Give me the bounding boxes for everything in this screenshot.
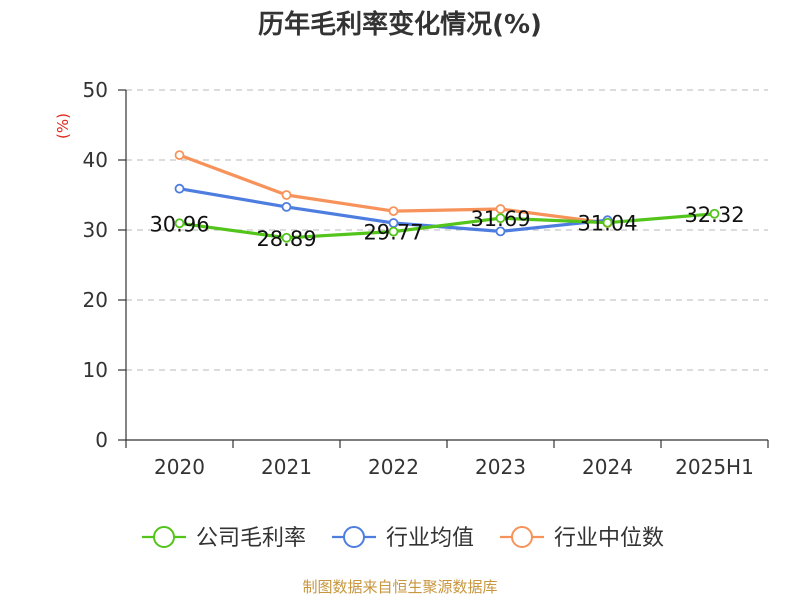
data-point (174, 183, 185, 194)
legend-item[interactable]: 行业均值 (332, 526, 474, 551)
x-tick-label: 2023 (475, 455, 526, 479)
data-point (281, 190, 292, 200)
series-lines (174, 150, 720, 243)
source-note: 制图数据来自恒生聚源数据库 (302, 578, 497, 596)
data-point (388, 226, 399, 237)
data-point (388, 206, 399, 217)
legend-label: 公司毛利率 (196, 526, 306, 551)
legend-swatch-marker (153, 526, 175, 548)
data-labels: 30.96 28.89 29.77 31.69 31.04 32.32 (149, 203, 744, 251)
y-tick-label: 50 (83, 78, 108, 102)
legend-swatch-marker (511, 526, 533, 548)
x-tick-label: 2024 (582, 455, 633, 479)
legend-swatch-marker (343, 526, 365, 548)
legend-item[interactable]: 行业中位数 (500, 526, 664, 551)
data-label: 29.77 (363, 221, 423, 245)
axes: 0 10 20 30 40 50 2020 2021 2022 2023 2024 2025H1 (83, 78, 769, 479)
x-tick-label: 2020 (154, 455, 205, 479)
data-point (495, 204, 506, 214)
series-0 (174, 208, 720, 243)
legend-label: 行业均值 (386, 526, 474, 551)
y-axis-label: (%) (54, 113, 72, 139)
data-point (495, 213, 506, 224)
data-point (495, 226, 506, 237)
data-label: 32.32 (684, 203, 744, 227)
y-tick-label: 0 (95, 428, 108, 452)
legend-label: 行业中位数 (554, 526, 664, 551)
series-2 (174, 150, 613, 228)
x-tick-label: 2022 (368, 455, 419, 479)
series-line (177, 212, 717, 240)
y-tick-label: 20 (83, 288, 108, 312)
x-tick-label: 2025H1 (675, 455, 754, 479)
data-point (281, 201, 292, 212)
x-tick-label: 2021 (261, 455, 312, 479)
chart-title: 历年毛利率变化情况(%) (258, 9, 542, 40)
legend: 公司毛利率 行业均值 行业中位数 (142, 526, 664, 551)
data-label: 28.89 (256, 227, 316, 251)
data-point (174, 150, 185, 161)
gridlines (126, 89, 768, 371)
data-label: 30.96 (149, 212, 209, 236)
legend-item[interactable]: 公司毛利率 (142, 526, 306, 551)
data-point (281, 232, 292, 243)
data-point (709, 208, 720, 219)
data-point (174, 218, 185, 229)
data-label: 31.69 (470, 207, 530, 231)
data-label: 31.04 (577, 212, 637, 236)
data-point (602, 217, 613, 228)
y-tick-label: 30 (83, 218, 108, 242)
y-tick-label: 40 (83, 148, 108, 172)
y-tick-label: 10 (83, 358, 108, 382)
